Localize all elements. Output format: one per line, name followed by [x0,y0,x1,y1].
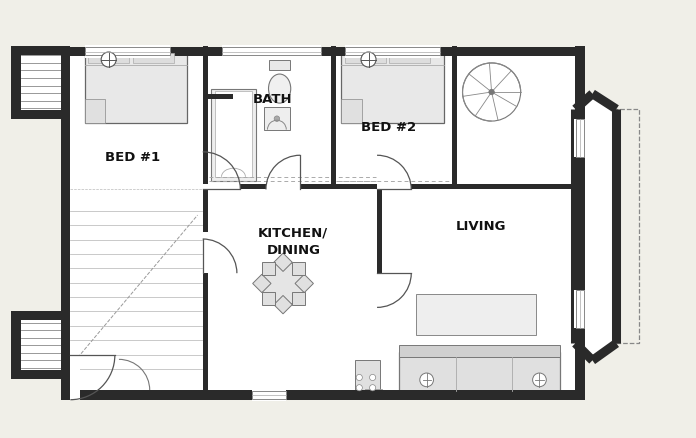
Bar [345,46,441,59]
Bar [203,185,240,190]
Bar [345,53,386,64]
Bar [574,120,587,158]
Text: BED #1: BED #1 [105,151,160,164]
Bar [133,53,173,64]
Bar [266,185,300,190]
Bar [264,108,290,131]
Bar [345,48,441,56]
Bar [252,391,287,399]
Bar [400,352,560,391]
Bar [365,389,382,398]
Polygon shape [262,262,274,276]
Bar [377,185,411,190]
Bar [252,389,287,402]
Text: KITCHEN/: KITCHEN/ [258,226,329,239]
Bar [85,46,171,59]
Bar [341,52,444,124]
Bar [70,356,80,400]
Circle shape [532,373,546,387]
Bar [203,185,577,190]
Circle shape [101,53,116,68]
Circle shape [356,385,363,391]
Text: BED #2: BED #2 [361,120,417,134]
Bar [11,47,21,120]
Bar [355,360,381,393]
Circle shape [361,53,376,68]
Bar [61,49,584,400]
Bar [377,274,382,307]
Bar [203,185,208,233]
Polygon shape [262,292,274,305]
Bar [331,47,336,190]
Bar [576,47,585,400]
Bar [61,47,584,57]
Bar [416,294,536,335]
Text: BATH: BATH [253,93,292,106]
Bar [203,240,208,274]
Bar [85,99,105,124]
Bar [389,53,430,64]
Bar [452,47,457,190]
Polygon shape [292,262,305,276]
Bar [341,99,362,124]
Circle shape [420,373,434,387]
Circle shape [370,374,376,381]
Polygon shape [253,275,271,293]
Bar [11,110,66,120]
Circle shape [274,117,280,122]
Circle shape [370,385,376,391]
Circle shape [489,90,494,95]
Bar [576,291,584,328]
Text: DINING: DINING [267,243,320,256]
Bar [576,120,584,158]
Bar [11,47,66,120]
Bar [336,185,384,190]
Bar [61,47,70,400]
Circle shape [356,374,363,381]
Polygon shape [274,254,292,272]
Bar [11,311,66,379]
Text: LIVING: LIVING [456,219,507,232]
Bar [221,48,321,56]
Bar [85,48,171,56]
Bar [269,60,290,71]
Bar [203,95,233,99]
Ellipse shape [269,75,291,104]
Bar [574,291,587,328]
Bar [203,246,208,400]
Polygon shape [292,292,305,305]
Polygon shape [295,275,313,293]
Bar [85,52,187,124]
Polygon shape [576,95,617,360]
Bar [212,89,255,181]
Bar [11,47,66,57]
Circle shape [261,261,306,306]
Bar [11,370,66,379]
Bar [11,311,21,379]
Bar [203,47,208,190]
Bar [377,185,382,307]
Bar [400,345,560,357]
Polygon shape [274,296,292,314]
Bar [11,311,66,321]
Bar [221,46,321,59]
Bar [61,390,584,400]
Bar [88,53,129,64]
Bar [214,92,252,177]
